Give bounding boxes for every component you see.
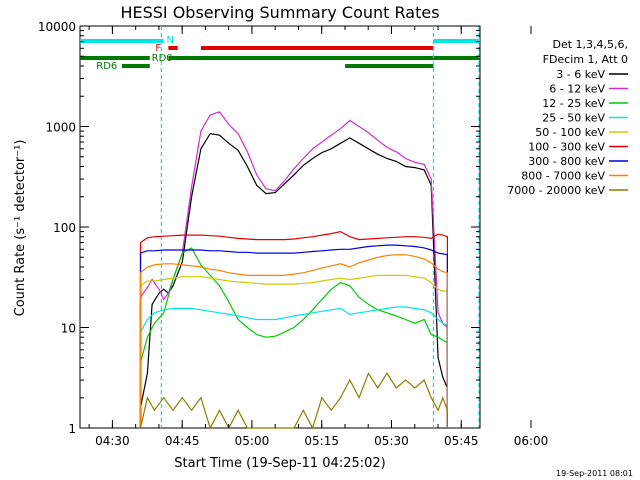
x-tick-label: 05:45: [444, 434, 479, 448]
series-lines: [139, 111, 448, 430]
series-line: [139, 371, 448, 430]
flag-label: F: [155, 43, 161, 54]
x-tick-label: 06:00: [514, 434, 549, 448]
legend-label: 50 - 100 keV: [535, 126, 605, 139]
series-line: [139, 111, 448, 428]
flag-label: RD6: [96, 61, 117, 72]
footer-timestamp: 19-Sep-2011 08:01: [556, 469, 633, 478]
legend: Det 1,3,4,5,6, FDecim 1, Att 0 3 - 6 keV…: [507, 38, 628, 197]
series-line: [139, 274, 448, 428]
x-tick-label: 05:15: [304, 434, 339, 448]
y-tick-label: 1: [68, 422, 76, 436]
legend-label: 100 - 300 keV: [528, 141, 605, 154]
legend-label: 6 - 12 keV: [549, 83, 605, 96]
legend-label: 12 - 25 keV: [542, 97, 605, 110]
flag-label: RD0: [152, 53, 173, 64]
y-axis-label: Count Rate (s⁻¹ detector⁻¹): [13, 140, 28, 317]
x-tick-label: 04:30: [95, 434, 130, 448]
legend-label: 3 - 6 keV: [556, 68, 605, 81]
series-line: [139, 306, 448, 428]
series-line: [139, 254, 448, 428]
flag-label: N: [167, 35, 174, 46]
axes: 04:30 04:45 05:00 05:15 05:30 05:45 06:00 1 10 10…: [38, 20, 548, 448]
x-tick-label: 05:30: [374, 434, 409, 448]
legend-label: 7000 - 20000 keV: [507, 184, 605, 197]
night-boundaries: [160, 26, 480, 428]
y-tick-label: 10: [61, 322, 76, 336]
series-line: [139, 247, 448, 428]
legend-label: 300 - 800 keV: [528, 155, 605, 168]
y-tick-label: 100: [53, 221, 76, 235]
legend-header-line-2: FDecim 1, Att 0: [543, 53, 628, 66]
series-line: [139, 244, 448, 428]
y-tick-label: 10000: [38, 20, 76, 34]
series-line: [139, 230, 448, 428]
legend-header-line-1: Det 1,3,4,5,6,: [552, 38, 628, 51]
x-tick-label: 05:00: [235, 434, 270, 448]
x-tick-label: 04:45: [165, 434, 200, 448]
x-axis-label: Start Time (19-Sep-11 04:25:02): [174, 456, 385, 471]
y-tick-label: 1000: [45, 121, 76, 135]
legend-label: 800 - 7000 keV: [521, 170, 605, 183]
chart-title: HESSI Observing Summary Count Rates: [120, 3, 439, 22]
legend-label: 25 - 50 keV: [542, 112, 605, 125]
